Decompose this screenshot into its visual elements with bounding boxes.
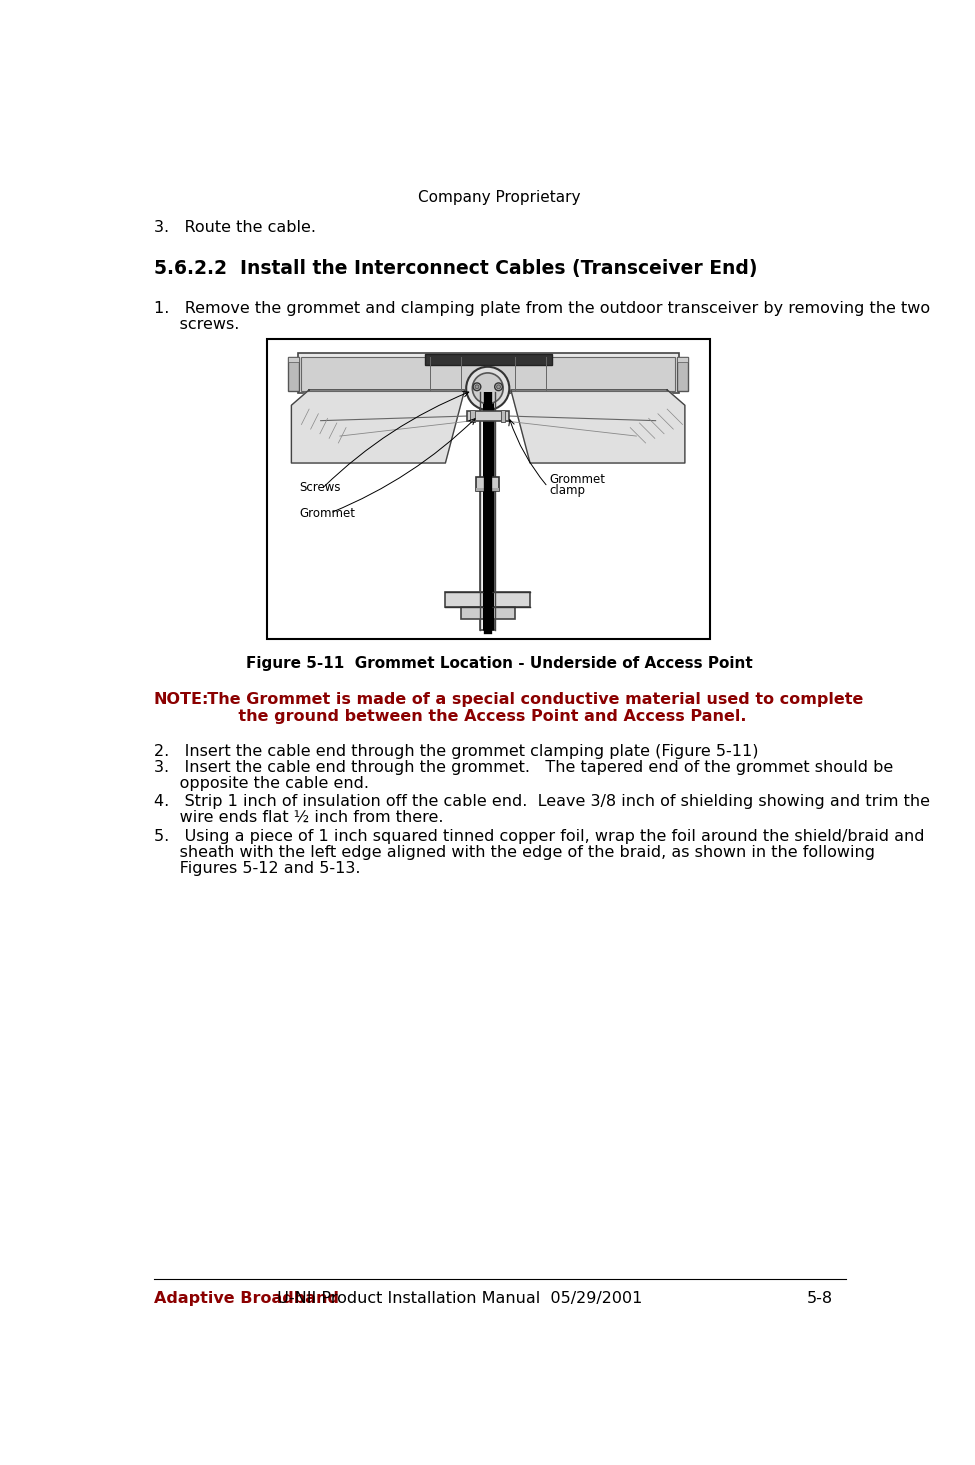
Bar bbox=[289, 357, 299, 362]
Bar bbox=[501, 410, 505, 422]
Text: 2.   Insert the cable end through the grommet clamping plate (Figure 5-11): 2. Insert the cable end through the grom… bbox=[154, 744, 759, 759]
Text: 5.6.2.2  Install the Interconnect Cables (Transceiver End): 5.6.2.2 Install the Interconnect Cables … bbox=[154, 259, 757, 278]
Circle shape bbox=[475, 385, 479, 388]
Text: wire ends flat ½ inch from there.: wire ends flat ½ inch from there. bbox=[154, 810, 443, 825]
Text: sheath with the left edge aligned with the edge of the braid, as shown in the fo: sheath with the left edge aligned with t… bbox=[154, 845, 875, 860]
Text: U-NII Product Installation Manual  05/29/2001: U-NII Product Installation Manual 05/29/… bbox=[267, 1291, 643, 1305]
Text: Company Proprietary: Company Proprietary bbox=[418, 189, 580, 205]
Bar bbox=[297, 353, 679, 393]
Circle shape bbox=[496, 385, 500, 388]
Circle shape bbox=[466, 366, 509, 410]
Text: Screws: Screws bbox=[299, 481, 340, 494]
Bar bbox=[267, 338, 710, 639]
Bar bbox=[446, 592, 530, 607]
Bar bbox=[467, 412, 509, 420]
Text: 5.   Using a piece of 1 inch squared tinned copper foil, wrap the foil around th: 5. Using a piece of 1 inch squared tinne… bbox=[154, 829, 924, 844]
Bar bbox=[289, 357, 299, 391]
Text: opposite the cable end.: opposite the cable end. bbox=[154, 775, 369, 791]
Text: Figures 5-12 and 5-13.: Figures 5-12 and 5-13. bbox=[154, 861, 360, 876]
Bar bbox=[480, 393, 495, 630]
Circle shape bbox=[494, 382, 502, 391]
Bar bbox=[678, 357, 688, 362]
Bar bbox=[470, 410, 475, 422]
Circle shape bbox=[472, 374, 503, 404]
Text: Grommet: Grommet bbox=[549, 473, 605, 486]
Text: the ground between the Access Point and Access Panel.: the ground between the Access Point and … bbox=[154, 709, 746, 724]
Text: NOTE:: NOTE: bbox=[154, 691, 209, 706]
Bar bbox=[461, 607, 515, 618]
Polygon shape bbox=[292, 390, 465, 463]
Text: Adaptive Broadband: Adaptive Broadband bbox=[154, 1291, 338, 1305]
Polygon shape bbox=[511, 390, 684, 463]
Text: 3.   Route the cable.: 3. Route the cable. bbox=[154, 220, 316, 236]
Bar bbox=[678, 357, 688, 391]
Text: clamp: clamp bbox=[549, 483, 585, 497]
Text: Figure 5-11  Grommet Location - Underside of Access Point: Figure 5-11 Grommet Location - Underside… bbox=[246, 656, 753, 671]
Text: screws.: screws. bbox=[154, 316, 239, 331]
Text: 4.   Strip 1 inch of insulation off the cable end.  Leave 3/8 inch of shielding : 4. Strip 1 inch of insulation off the ca… bbox=[154, 794, 929, 810]
Bar bbox=[301, 357, 675, 391]
Text: 1.   Remove the grommet and clamping plate from the outdoor transceiver by remov: 1. Remove the grommet and clamping plate… bbox=[154, 300, 930, 315]
Bar bbox=[476, 488, 499, 491]
Text: 3.   Insert the cable end through the grommet.   The tapered end of the grommet : 3. Insert the cable end through the grom… bbox=[154, 760, 893, 775]
Text: The Grommet is made of a special conductive material used to complete: The Grommet is made of a special conduct… bbox=[196, 691, 863, 706]
Bar bbox=[425, 355, 552, 365]
Bar bbox=[476, 478, 499, 491]
Circle shape bbox=[473, 382, 481, 391]
Text: Grommet: Grommet bbox=[299, 507, 355, 520]
Text: 5-8: 5-8 bbox=[806, 1291, 833, 1305]
